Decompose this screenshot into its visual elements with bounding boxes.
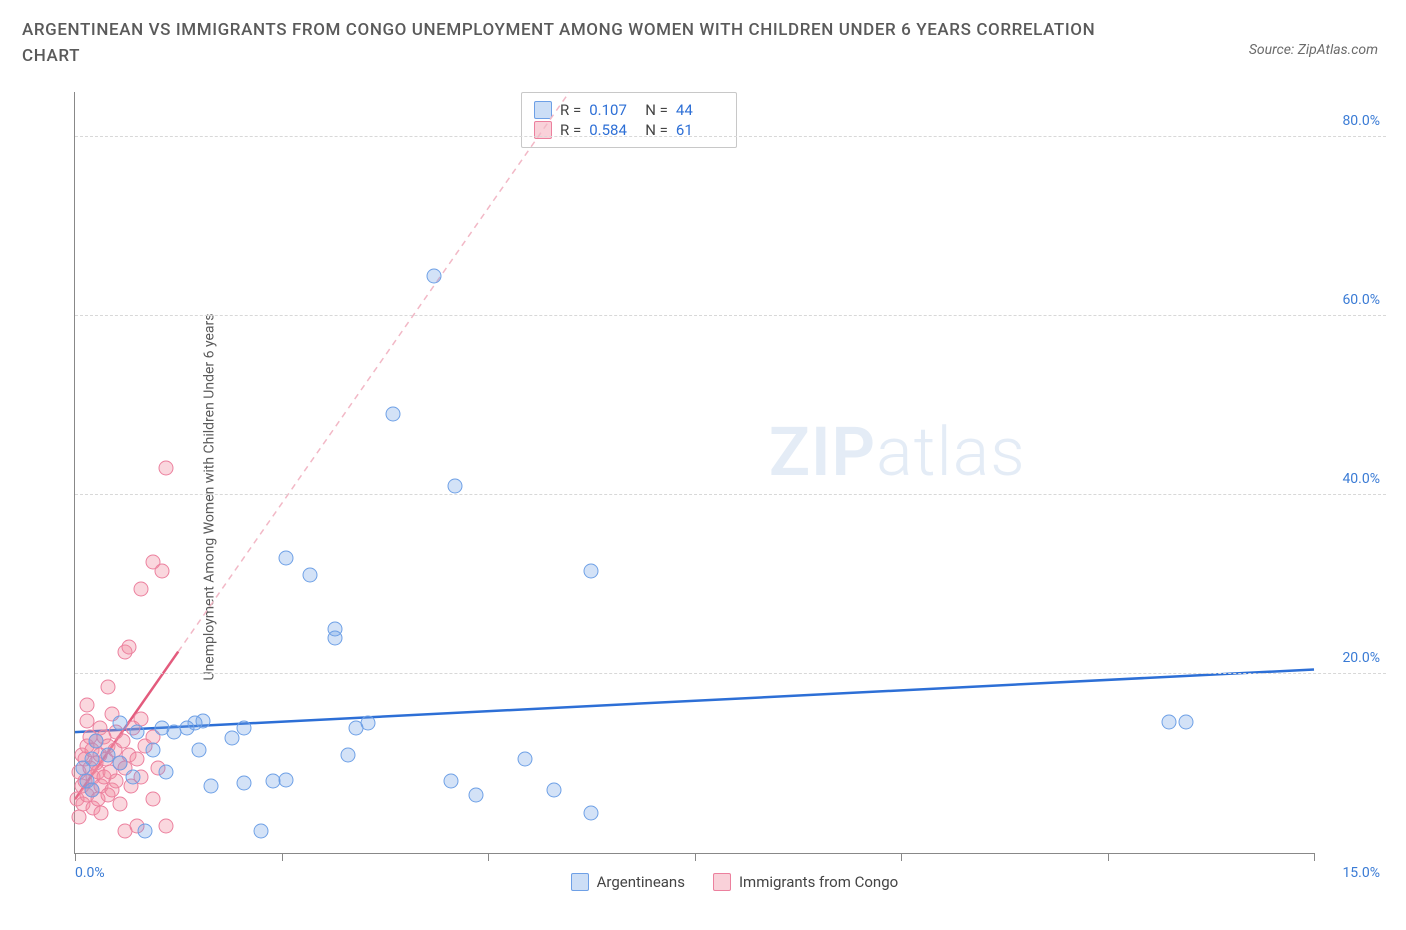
scatter-point — [443, 774, 458, 789]
y-tick-label: 40.0% — [1342, 471, 1380, 487]
scatter-point — [584, 563, 599, 578]
scatter-point — [158, 765, 173, 780]
stats-box: R = 0.107 N = 44 R = 0.584 N = 61 — [521, 92, 737, 148]
swatch-blue-icon — [534, 101, 552, 119]
scatter-point — [547, 783, 562, 798]
scatter-point — [224, 731, 239, 746]
stats-n-label: N = — [645, 101, 668, 119]
gridline — [75, 136, 1386, 137]
gridline — [75, 494, 1386, 495]
scatter-point — [278, 550, 293, 565]
scatter-point — [468, 787, 483, 802]
legend-label: Immigrants from Congo — [739, 873, 898, 891]
scatter-point — [113, 796, 128, 811]
scatter-point — [191, 743, 206, 758]
scatter-point — [134, 581, 149, 596]
scatter-point — [1178, 715, 1193, 730]
scatter-point — [113, 756, 128, 771]
legend-item-argentineans: Argentineans — [571, 873, 685, 891]
scatter-point — [94, 805, 109, 820]
scatter-point — [101, 680, 116, 695]
x-tick — [695, 853, 696, 861]
scatter-point — [113, 716, 128, 731]
x-tick — [901, 853, 902, 861]
scatter-point — [237, 720, 252, 735]
x-tick — [282, 853, 283, 861]
scatter-point — [72, 810, 87, 825]
swatch-pink-icon — [713, 873, 731, 891]
scatter-point — [447, 478, 462, 493]
scatter-point — [584, 805, 599, 820]
scatter-point — [204, 778, 219, 793]
scatter-point — [158, 461, 173, 476]
swatch-blue-icon — [571, 873, 589, 891]
scatter-point — [84, 752, 99, 767]
scatter-point — [146, 743, 161, 758]
scatter-point — [237, 776, 252, 791]
chart-container: Unemployment Among Women with Children U… — [38, 92, 1386, 902]
y-tick-label: 60.0% — [1342, 292, 1380, 308]
x-axis-max-label: 15.0% — [1342, 865, 1380, 881]
scatter-point — [278, 772, 293, 787]
scatter-point — [84, 783, 99, 798]
scatter-point — [109, 774, 124, 789]
stats-r-value: 0.107 — [589, 101, 637, 119]
x-tick — [1108, 853, 1109, 861]
scatter-point — [121, 640, 136, 655]
scatter-point — [125, 769, 140, 784]
scatter-point — [427, 268, 442, 283]
watermark-bold: ZIP — [769, 412, 876, 492]
scatter-point — [129, 752, 144, 767]
scatter-point — [88, 734, 103, 749]
scatter-point — [1162, 715, 1177, 730]
watermark: ZIPatlas — [769, 412, 1026, 492]
plot-area: ZIPatlas R = 0.107 N = 44 R = 0.584 N = … — [74, 92, 1314, 854]
chart-title: ARGENTINEAN VS IMMIGRANTS FROM CONGO UNE… — [22, 18, 1142, 69]
scatter-point — [146, 792, 161, 807]
chart-source: Source: ZipAtlas.com — [1249, 42, 1378, 58]
scatter-point — [154, 563, 169, 578]
stats-n-value: 44 — [676, 101, 724, 119]
watermark-rest: atlas — [876, 412, 1026, 492]
scatter-point — [386, 407, 401, 422]
scatter-point — [138, 823, 153, 838]
scatter-point — [361, 716, 376, 731]
scatter-point — [253, 823, 268, 838]
scatter-point — [518, 752, 533, 767]
x-tick — [75, 853, 76, 861]
trend-lines — [75, 92, 1314, 853]
scatter-point — [196, 713, 211, 728]
x-tick — [488, 853, 489, 861]
x-axis-min-label: 0.0% — [75, 865, 105, 881]
legend-label: Argentineans — [597, 873, 685, 891]
scatter-point — [328, 631, 343, 646]
scatter-point — [158, 819, 173, 834]
scatter-point — [80, 698, 95, 713]
gridline — [75, 673, 1386, 674]
y-tick-label: 20.0% — [1342, 650, 1380, 666]
scatter-point — [340, 747, 355, 762]
gridline — [75, 315, 1386, 316]
legend: Argentineans Immigrants from Congo — [571, 873, 899, 891]
scatter-point — [129, 725, 144, 740]
y-tick-label: 80.0% — [1342, 113, 1380, 129]
stats-r-label: R = — [560, 101, 581, 119]
stats-row-argentineans: R = 0.107 N = 44 — [534, 101, 724, 119]
scatter-point — [303, 568, 318, 583]
legend-item-congo: Immigrants from Congo — [713, 873, 898, 891]
x-tick — [1314, 853, 1315, 861]
